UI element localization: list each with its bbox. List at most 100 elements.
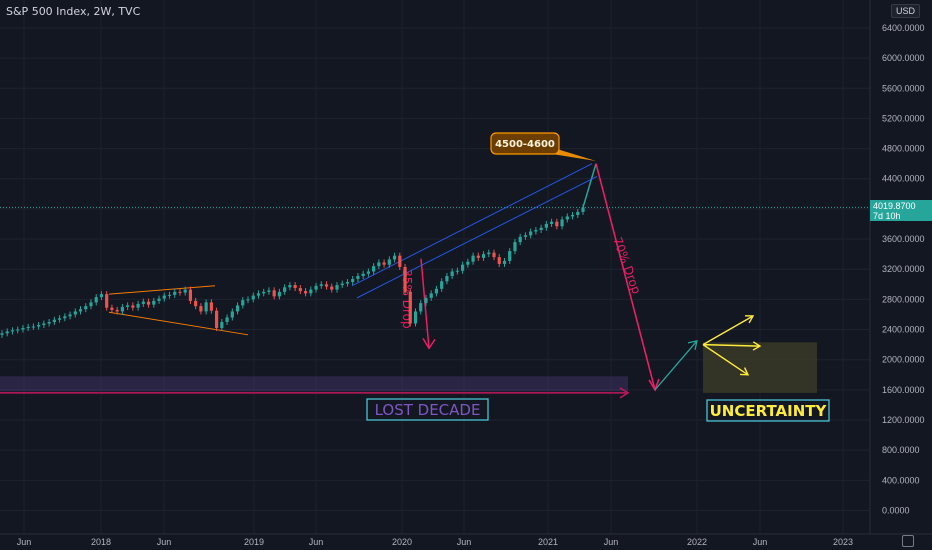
candle-body (10, 330, 15, 332)
time-tick-label: Jun (753, 537, 768, 547)
candle-body (351, 279, 355, 283)
projection-up-line (582, 163, 597, 208)
price-tick-label: 3600.0000 (882, 234, 925, 244)
candle-body (215, 310, 219, 329)
candle-body (403, 266, 407, 292)
candle-body (461, 264, 465, 271)
target-callout-pointer (552, 149, 596, 161)
drop-35-line (420, 258, 430, 349)
candle-body (37, 325, 41, 327)
wedge-upper (108, 285, 216, 295)
uncertainty-arrowhead (739, 367, 750, 376)
candle-body (246, 299, 250, 301)
candle-body (502, 260, 507, 264)
price-tick-label: 2800.0000 (882, 294, 925, 304)
candle-body (429, 293, 433, 298)
candle-body (120, 306, 124, 312)
candle-body (518, 236, 522, 243)
candle-body (241, 300, 245, 306)
candle-body (565, 216, 569, 220)
bar-countdown: 7d 10h (873, 211, 901, 221)
candle-body (303, 291, 308, 294)
candle-body (209, 302, 213, 311)
price-tick-label: 6400.0000 (882, 23, 925, 33)
candle-body (497, 257, 501, 264)
candle-body (99, 294, 104, 298)
candle-body (204, 302, 208, 312)
candle-body (387, 259, 391, 265)
candle-body (481, 254, 486, 258)
candle-body (47, 322, 51, 324)
candle-body (513, 242, 517, 252)
time-tick-label: Jun (309, 537, 324, 547)
candle-body (256, 293, 261, 296)
time-tick-label: Jun (604, 537, 619, 547)
time-tick-label: 2023 (833, 537, 853, 547)
candle-body (361, 273, 365, 277)
candle-body (549, 221, 554, 224)
candle-body (126, 305, 130, 307)
candle-body (199, 306, 203, 312)
candle-body (42, 323, 46, 326)
channel-upper (351, 163, 593, 287)
candle-body (73, 311, 77, 315)
candle-body (398, 255, 402, 267)
uncertainty-label: UNCERTAINTY (710, 402, 828, 420)
wedge-lower (108, 311, 249, 336)
price-tick-label: 5600.0000 (882, 83, 925, 93)
time-axis: Jun 2018 Jun 2019 Jun 2020 Jun 2021 Jun 2022 Jun 20… (0, 533, 932, 547)
settings-icon[interactable] (902, 535, 914, 547)
candle-body (157, 298, 161, 301)
candle-body (194, 300, 198, 307)
candle-body (392, 255, 397, 260)
candle-body (544, 223, 548, 228)
rebound-arrowhead (687, 339, 698, 350)
candle-body (508, 251, 512, 261)
candle-body (445, 276, 449, 282)
candle-body (267, 290, 271, 292)
candle-body (408, 291, 412, 324)
price-tick-label: 6000.0000 (882, 53, 925, 63)
candle-body (131, 305, 135, 308)
candle-body (434, 288, 439, 294)
candle-body (288, 285, 292, 288)
candle-body (345, 282, 350, 284)
candle-body (225, 317, 229, 322)
uncertainty-arrowhead (752, 341, 762, 351)
candle-body (581, 207, 585, 212)
candle-body (136, 303, 140, 308)
candle-body (110, 307, 114, 310)
time-tick-label: Jun (157, 537, 172, 547)
drawings: 35% Drop 70% Drop 4500-4600 LOST DECADE UNCE… (0, 132, 870, 422)
candle-body (372, 266, 376, 272)
price-tick-label: 4400.0000 (882, 174, 925, 184)
candle-body (63, 316, 67, 319)
time-tick-label: 2019 (244, 537, 264, 547)
uncertainty-arrow (702, 315, 754, 346)
price-tick-label: 800.0000 (882, 445, 920, 455)
target-callout-label: 4500-4600 (495, 139, 555, 150)
uncertainty-arrow (702, 344, 749, 376)
zones (0, 342, 817, 399)
candle-body (5, 331, 9, 334)
candle-body (570, 214, 575, 217)
candle-body (105, 294, 109, 308)
candle-body (277, 291, 282, 297)
candle-body (262, 291, 266, 294)
price-tick-label: 5200.0000 (882, 113, 925, 123)
candle-body (16, 329, 20, 331)
candle-body (356, 276, 360, 280)
uncertainty-arrow (702, 343, 761, 347)
candle-body (220, 322, 224, 329)
candle-body (230, 311, 234, 318)
candle-body (293, 285, 297, 289)
candle-body (476, 255, 480, 258)
candle-body (173, 291, 177, 295)
drop-35-label: 35% Drop (400, 269, 414, 328)
lost-decade-label: LOST DECADE (375, 401, 481, 419)
price-tick-label: 1600.0000 (882, 385, 925, 395)
candle-body (272, 290, 276, 297)
currency-badge[interactable]: USD (890, 4, 920, 18)
channel-lower (356, 176, 598, 299)
